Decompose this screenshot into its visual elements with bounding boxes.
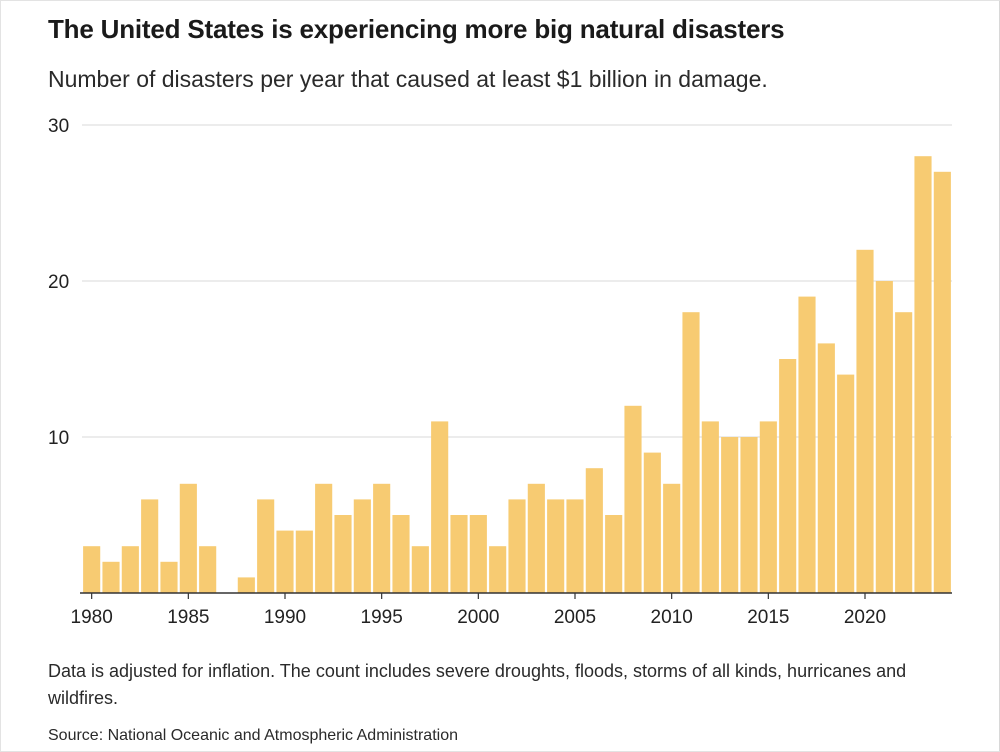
bar-1991 xyxy=(295,530,313,593)
bar-1988 xyxy=(237,577,255,593)
bar-2011 xyxy=(682,312,700,593)
bar-2019 xyxy=(837,374,855,593)
bar-2008 xyxy=(624,405,642,593)
bar-2006 xyxy=(585,468,603,593)
bar-2021 xyxy=(875,281,893,593)
bar-1990 xyxy=(276,530,294,593)
bar-1986 xyxy=(199,546,217,593)
x-tick-label-1980: 1980 xyxy=(71,607,113,628)
bar-2010 xyxy=(663,483,681,593)
bar-2012 xyxy=(701,421,719,593)
bar-1980 xyxy=(83,546,101,593)
bar-2007 xyxy=(605,515,623,593)
y-tick-label-30: 30 xyxy=(48,116,69,137)
bar-chart: 10 20 30 1980 1985 1990 1995 2000 2005 2010 2015 2… xyxy=(48,116,952,628)
bar-2003 xyxy=(527,483,545,593)
x-tick-label-1995: 1995 xyxy=(361,607,403,628)
bar-1998 xyxy=(431,421,449,593)
bar-1992 xyxy=(315,483,333,593)
bar-2009 xyxy=(643,452,661,593)
chart-source: Source: National Oceanic and Atmospheric… xyxy=(48,727,458,744)
chart-title: The United States is experiencing more b… xyxy=(48,14,785,44)
bar-2020 xyxy=(856,249,874,594)
bar-1993 xyxy=(334,515,352,593)
bar-1982 xyxy=(121,546,139,593)
bar-1996 xyxy=(392,515,410,593)
bar-1997 xyxy=(411,546,429,593)
bar-1983 xyxy=(141,499,159,593)
chart-note: Data is adjusted for inflation. The coun… xyxy=(48,661,907,708)
x-tick-label-2015: 2015 xyxy=(747,607,789,628)
x-tick-label-1990: 1990 xyxy=(264,607,306,628)
bar-1984 xyxy=(160,561,178,593)
bar-1995 xyxy=(373,483,391,593)
bar-2005 xyxy=(566,499,584,593)
bar-2002 xyxy=(508,499,526,593)
bar-1999 xyxy=(450,515,468,593)
bar-2013 xyxy=(721,437,739,593)
x-tick-label-2020: 2020 xyxy=(844,607,886,628)
bar-2024 xyxy=(933,171,951,594)
bar-2016 xyxy=(779,359,797,593)
x-tick-label-2005: 2005 xyxy=(554,607,596,628)
bar-1985 xyxy=(179,483,197,593)
bar-2004 xyxy=(547,499,565,593)
bar-2015 xyxy=(759,421,777,593)
chart-subtitle: Number of disasters per year that caused… xyxy=(48,66,768,92)
x-tick-label-2010: 2010 xyxy=(651,607,693,628)
axes: 1980 1985 1990 1995 2000 2005 2010 2015 2020 xyxy=(71,592,952,628)
bar-1981 xyxy=(102,561,120,593)
bar-2000 xyxy=(469,515,487,593)
y-tick-label-20: 20 xyxy=(48,272,69,293)
y-tick-label-10: 10 xyxy=(48,428,69,449)
bar-1994 xyxy=(353,499,371,593)
bar-2023 xyxy=(914,156,932,593)
gridlines: 10 20 30 xyxy=(48,116,952,449)
bar-1989 xyxy=(257,499,275,593)
bar-2017 xyxy=(798,296,816,593)
bars xyxy=(83,156,951,594)
bar-2022 xyxy=(895,312,913,593)
bar-2014 xyxy=(740,437,758,593)
bar-2018 xyxy=(817,343,835,593)
x-tick-label-2000: 2000 xyxy=(457,607,499,628)
x-tick-label-1985: 1985 xyxy=(167,607,209,628)
bar-2001 xyxy=(489,546,507,593)
